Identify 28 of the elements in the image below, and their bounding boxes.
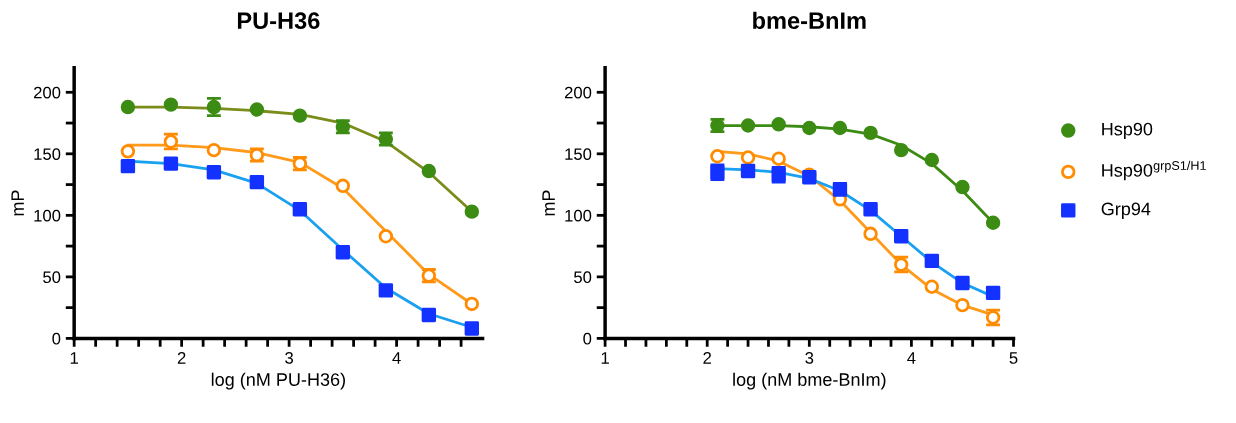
x-tick-label: 4	[392, 352, 401, 364]
y-axis-title: mP	[542, 190, 555, 216]
x-axis-title: log (nM PU-H36)	[211, 372, 345, 390]
x-tick-label: 4	[907, 352, 916, 364]
legend-label: Hsp90	[1102, 122, 1153, 140]
y-tick-label: 0	[583, 332, 592, 345]
y-tick-label: 200	[34, 86, 61, 99]
x-tick-label: 5	[1009, 352, 1018, 364]
x-axis-title: log (nM bme-BnIm)	[733, 372, 886, 390]
chart-title: PU-H36	[237, 12, 320, 30]
y-tick-label: 150	[34, 148, 61, 161]
x-tick-label: 1	[601, 352, 609, 364]
y-tick-label: 50	[43, 271, 61, 284]
y-tick-label: 100	[565, 209, 592, 222]
legend-label: Grp94	[1101, 202, 1151, 219]
y-tick-label: 150	[565, 148, 592, 161]
y-tick-label: 50	[574, 271, 592, 284]
x-tick-label: 2	[703, 352, 712, 364]
x-tick-label: 3	[285, 352, 294, 364]
x-tick-label: 1	[70, 352, 78, 364]
x-tick-label: 2	[177, 352, 186, 364]
y-tick-label: 0	[52, 332, 61, 345]
legend-label: Hsp90$^{grpS1/H1}$	[1102, 160, 1206, 181]
y-tick-label: 100	[34, 209, 61, 222]
x-tick-label: 3	[805, 352, 814, 364]
y-tick-label: 200	[564, 86, 592, 99]
y-axis-title: mP	[11, 190, 24, 216]
chart-title: bme-BnIm	[753, 11, 866, 30]
